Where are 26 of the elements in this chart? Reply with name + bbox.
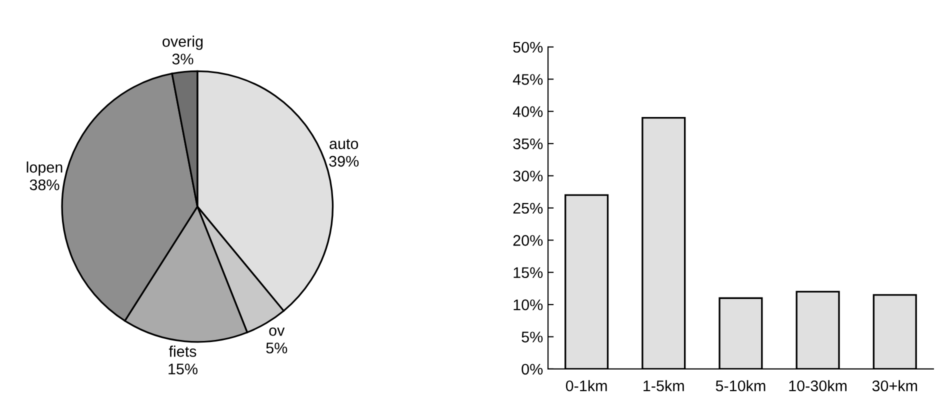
y-tick-label: 15% <box>514 267 543 278</box>
data-label: 39% <box>329 156 359 167</box>
slice-label: fiets <box>168 346 196 357</box>
x-tick-label: 0-1km <box>566 380 607 392</box>
data-label: 5% <box>266 342 288 354</box>
y-tick-label: 0% <box>522 364 543 375</box>
y-tick-label: 30% <box>513 170 543 182</box>
y-tick-label: 20% <box>513 235 543 246</box>
slice-label: auto <box>330 139 358 150</box>
y-tick-label: 35% <box>513 138 543 150</box>
y-tick-label: 45% <box>512 74 543 85</box>
y-tick-label: 5% <box>522 332 543 342</box>
x-tick-label: 1-5km <box>644 380 684 392</box>
data-label: 15% <box>168 364 198 374</box>
y-tick-label: 50% <box>513 42 543 53</box>
slice-label: overig <box>162 36 203 50</box>
y-tick-label: 10% <box>514 299 543 310</box>
x-tick-label: 10-30km <box>789 380 847 392</box>
data-label: 3% <box>172 54 194 64</box>
slice-label: lopen <box>26 161 62 176</box>
slice-label: ov <box>269 327 285 336</box>
x-tick-label: 5-10km <box>716 380 766 392</box>
data-label: 38% <box>30 179 60 190</box>
x-tick-label: 30+km <box>872 380 918 392</box>
y-tick-label: 40% <box>512 106 543 118</box>
y-tick-label: 25% <box>513 202 543 214</box>
